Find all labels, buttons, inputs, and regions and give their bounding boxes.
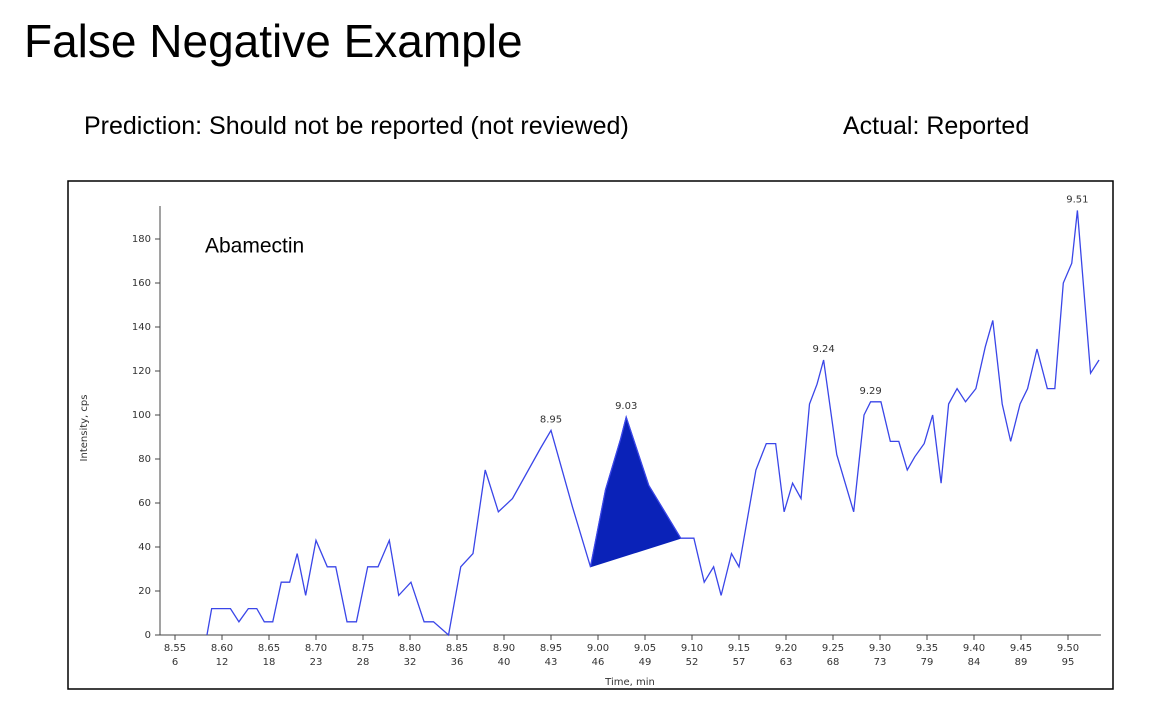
scan-label: 73 [874,657,887,668]
compound-label: Abamectin [205,235,304,258]
scan-label: 28 [357,657,370,668]
scan-label: 36 [451,657,464,668]
integrated-peak [589,415,682,568]
y-tick-label: 120 [132,366,151,377]
x-tick-label: 8.85 [446,643,468,654]
chart-frame [67,180,1114,690]
scan-label: 57 [733,657,746,668]
scan-label: 6 [172,657,178,668]
scan-label: 12 [216,657,229,668]
y-axis-label: Intensity, cps [79,395,90,462]
x-tick-label: 8.70 [305,643,327,654]
x-axis-label: Time, min [604,677,655,688]
scan-label: 46 [592,657,605,668]
x-tick-label: 9.40 [963,643,985,654]
scan-label: 32 [404,657,417,668]
prediction: Prediction: Should not be reported (not … [84,112,629,140]
peak-label: 9.24 [812,344,834,355]
peak-label: 8.95 [540,414,562,425]
scan-label: 18 [263,657,276,668]
y-tick-label: 80 [138,454,151,465]
peak-label: 9.03 [615,401,637,412]
series-line [206,210,1100,637]
y-tick-label: 60 [138,498,151,509]
x-tick-label: 9.05 [634,643,656,654]
x-tick-label: 9.10 [681,643,703,654]
x-tick-label: 8.65 [258,643,280,654]
y-tick-label: 40 [138,542,151,553]
x-tick-label: 8.55 [164,643,186,654]
y-tick-label: 140 [132,322,151,333]
scan-label: 89 [1015,657,1028,668]
scan-label: 63 [780,657,793,668]
x-tick-label: 8.90 [493,643,515,654]
x-tick-label: 9.00 [587,643,609,654]
y-tick-label: 20 [138,586,151,597]
y-tick-label: 100 [132,410,151,421]
y-tick-label: 0 [145,630,151,641]
scan-label: 23 [310,657,323,668]
x-tick-label: 8.60 [211,643,233,654]
scan-label: 68 [827,657,840,668]
scan-label: 79 [921,657,934,668]
x-tick-label: 9.35 [916,643,938,654]
x-tick-label: 8.80 [399,643,421,654]
x-tick-label: 9.25 [822,643,844,654]
peak-label: 9.51 [1066,194,1088,205]
y-tick-label: 160 [132,278,151,289]
x-tick-label: 9.30 [869,643,891,654]
y-tick-label: 180 [132,234,151,245]
scan-label: 43 [545,657,558,668]
scan-label: 52 [686,657,699,668]
x-tick-label: 9.45 [1010,643,1032,654]
x-tick-label: 8.95 [540,643,562,654]
x-tick-label: 8.75 [352,643,374,654]
x-tick-label: 9.50 [1057,643,1079,654]
scan-label: 95 [1062,657,1075,668]
x-tick-label: 9.15 [728,643,750,654]
scan-label: 49 [639,657,652,668]
slide-title: False Negative Example [24,15,523,67]
scan-label: 40 [498,657,511,668]
scan-label: 84 [968,657,981,668]
actual: Actual: Reported [843,112,1030,140]
x-tick-label: 9.20 [775,643,797,654]
peak-label: 9.29 [859,386,881,397]
